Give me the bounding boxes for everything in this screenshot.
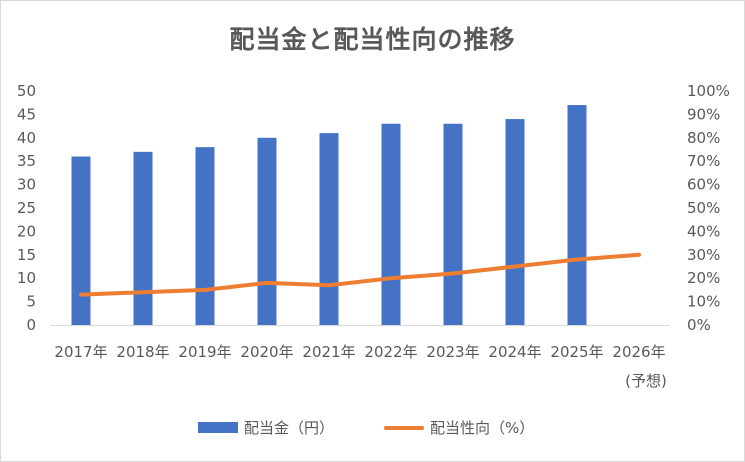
bar-2023年 xyxy=(443,123,463,325)
x-tick-label: 2019年 xyxy=(178,343,231,361)
y-left-tick-label: 15 xyxy=(17,246,36,264)
x-tick-label: 2018年 xyxy=(116,343,169,361)
y-left-tick-label: 40 xyxy=(17,129,36,147)
bar-2024年 xyxy=(505,119,525,325)
bar-2018年 xyxy=(133,151,153,325)
y-right-tick-label: 30% xyxy=(687,246,720,264)
y-right-tick-label: 0% xyxy=(687,316,711,334)
y-right-tick-label: 70% xyxy=(687,152,720,170)
bar-2020年 xyxy=(257,137,277,325)
x-tick-sublabel: (予想) xyxy=(625,372,667,390)
y-left-tick-label: 25 xyxy=(17,199,36,217)
y-right-tick-label: 10% xyxy=(687,293,720,311)
chart-legend: 配当金（円） 配当性向（%） xyxy=(0,417,745,441)
y-left-tick-label: 0 xyxy=(26,316,36,334)
x-tick-label: 2021年 xyxy=(302,343,355,361)
legend-swatch-bar xyxy=(198,422,238,433)
x-tick-label: 2025年 xyxy=(550,343,603,361)
y-right-tick-label: 80% xyxy=(687,129,720,147)
legend-item-dividend: 配当金（円） xyxy=(198,417,334,438)
bar-2017年 xyxy=(71,156,91,325)
y-right-tick-label: 90% xyxy=(687,105,720,123)
x-tick-label: 2024年 xyxy=(488,343,541,361)
x-tick-label: 2020年 xyxy=(240,343,293,361)
x-tick-label: 2023年 xyxy=(426,343,479,361)
y-left-tick-label: 35 xyxy=(17,152,36,170)
bar-2022年 xyxy=(381,123,401,325)
legend-swatch-line xyxy=(384,425,424,430)
y-right-tick-label: 40% xyxy=(687,222,720,240)
bar-2019年 xyxy=(195,147,215,325)
y-left-tick-label: 5 xyxy=(26,293,36,311)
y-right-tick-label: 60% xyxy=(687,176,720,194)
y-left-tick-label: 50 xyxy=(17,82,36,100)
y-left-tick-label: 10 xyxy=(17,269,36,287)
legend-item-payout-ratio: 配当性向（%） xyxy=(384,417,534,438)
x-tick-label: 2022年 xyxy=(364,343,417,361)
chart-title: 配当金と配当性向の推移 xyxy=(229,25,516,54)
y-left-tick-label: 20 xyxy=(17,222,36,240)
payout-ratio-line xyxy=(79,252,641,297)
x-tick-label: 2017年 xyxy=(54,343,107,361)
y-left-tick-label: 30 xyxy=(17,176,36,194)
bar-2021年 xyxy=(319,133,339,325)
y-right-tick-label: 100% xyxy=(687,82,730,100)
x-tick-label: 2026年 xyxy=(612,343,665,361)
y-left-tick-label: 45 xyxy=(17,105,36,123)
legend-label-dividend: 配当金（円） xyxy=(244,419,335,437)
bar-2025年 xyxy=(567,105,587,325)
y-right-tick-label: 50% xyxy=(687,199,720,217)
legend-label-payout-ratio: 配当性向（%） xyxy=(430,419,535,437)
y-right-tick-label: 20% xyxy=(687,269,720,287)
